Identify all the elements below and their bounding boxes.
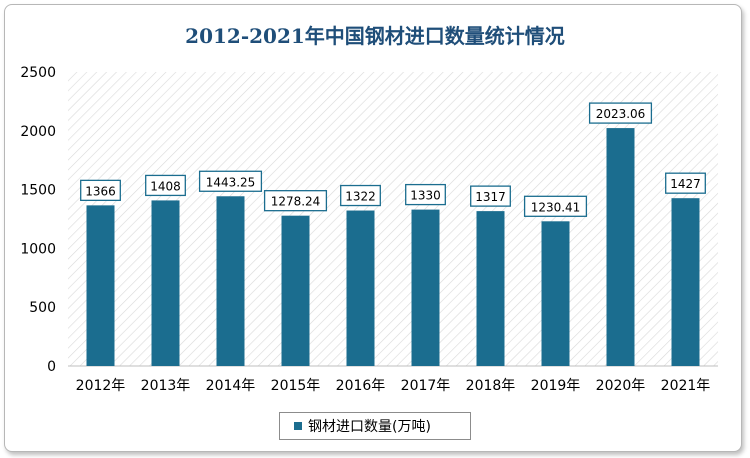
- data-label: 1366: [85, 184, 116, 198]
- bar: [606, 128, 635, 366]
- x-tick-label: 2013年: [141, 378, 191, 394]
- y-tick-label: 2500: [20, 65, 56, 81]
- bar: [476, 211, 505, 366]
- bar: [411, 209, 440, 366]
- chart-title: 2012-2021年中国钢材进口数量统计情况: [185, 24, 565, 48]
- data-label-box: [588, 102, 653, 124]
- data-label-box: [263, 190, 328, 212]
- x-tick-label: 2020年: [596, 378, 646, 394]
- data-labels: 1366 1408 1443.25 1278.24 1322 1330 1317 1230.4…: [80, 102, 706, 217]
- data-label: 1230.41: [531, 200, 581, 214]
- data-label-box: [145, 174, 186, 197]
- data-label: 2023.06: [596, 107, 646, 121]
- y-tick-label: 0: [47, 359, 56, 375]
- x-axis-ticks: 2012年 2013年 2014年 2015年 2016年 2017年 2018年 2019年…: [76, 378, 711, 394]
- bar: [86, 205, 115, 366]
- data-label: 1443.25: [206, 175, 256, 189]
- data-label-box: [523, 195, 588, 217]
- x-tick-label: 2019年: [531, 378, 581, 394]
- y-tick-label: 500: [29, 300, 56, 316]
- x-tick-label: 2021年: [661, 378, 711, 394]
- data-label: 1278.24: [271, 195, 321, 209]
- x-tick-label: 2015年: [271, 378, 321, 394]
- data-label-box: [470, 185, 511, 207]
- legend-label: 钢材进口数量(万吨): [308, 419, 431, 435]
- data-label: 1408: [150, 179, 181, 193]
- x-tick-label: 2016年: [336, 378, 386, 394]
- x-tick-label: 2017年: [401, 378, 451, 394]
- data-label: 1427: [670, 177, 701, 191]
- bar: [346, 210, 375, 366]
- y-tick-label: 2000: [20, 124, 56, 140]
- data-label-box: [198, 170, 263, 192]
- data-label-box: [665, 172, 706, 194]
- y-axis-ticks: 0 500 1000 1500 2000 2500: [20, 65, 56, 375]
- data-label: 1322: [345, 190, 376, 204]
- data-label: 1317: [475, 190, 506, 204]
- data-label-box: [80, 179, 121, 202]
- bar: [541, 221, 570, 366]
- x-tick-label: 2018年: [466, 378, 516, 394]
- bars: [86, 128, 700, 366]
- bar: [151, 200, 180, 366]
- legend: 钢材进口数量(万吨): [279, 412, 471, 440]
- data-label: 1330: [410, 189, 441, 203]
- x-tick-label: 2014年: [206, 378, 256, 394]
- legend-swatch: [294, 422, 302, 430]
- bar: [216, 196, 245, 366]
- y-tick-label: 1500: [20, 183, 56, 199]
- bar: [281, 215, 310, 366]
- x-tick-label: 2012年: [76, 378, 126, 394]
- y-tick-label: 1000: [20, 241, 56, 257]
- data-label-box: [405, 183, 446, 206]
- data-label-box: [340, 184, 381, 207]
- bar: [671, 198, 700, 366]
